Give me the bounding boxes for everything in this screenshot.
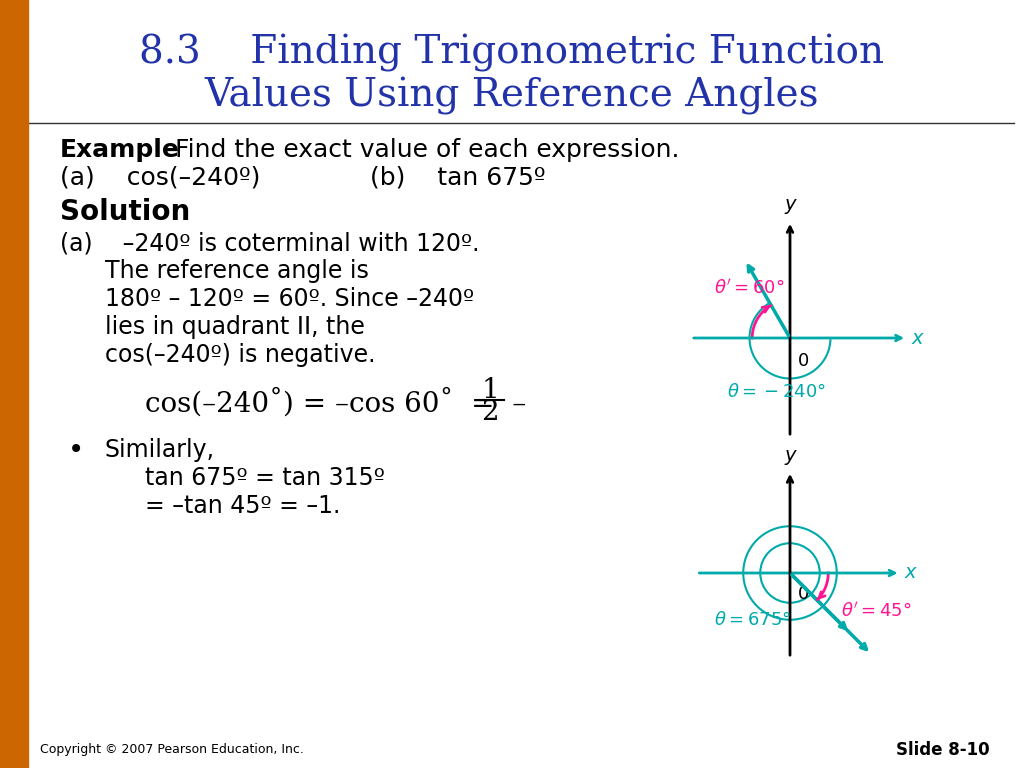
Text: x: x [911,329,923,347]
Text: cos(–240º) is negative.: cos(–240º) is negative. [105,343,376,367]
Bar [0,0,28,768]
Text: x: x [905,564,916,582]
Text: = –tan 45º = –1.: = –tan 45º = –1. [145,494,340,518]
Text: (b)    tan 675º: (b) tan 675º [370,166,546,190]
Text: 8.3    Finding Trigonometric Function: 8.3 Finding Trigonometric Function [139,34,885,72]
Text: 180º – 120º = 60º. Since –240º: 180º – 120º = 60º. Since –240º [105,287,474,311]
Text: Solution: Solution [60,198,190,226]
Text: cos(–240˚) = –cos 60˚  =  –: cos(–240˚) = –cos 60˚ = – [145,389,526,418]
Text: lies in quadrant II, the: lies in quadrant II, the [105,315,365,339]
Text: tan 675º = tan 315º: tan 675º = tan 315º [145,466,385,490]
Text: 0: 0 [798,585,809,603]
Text: (a)    –240º is coterminal with 120º.: (a) –240º is coterminal with 120º. [60,231,479,255]
Text: (a)    cos(–240º): (a) cos(–240º) [60,166,260,190]
Text: $\theta = -240°$: $\theta = -240°$ [727,383,826,401]
Text: •: • [68,436,84,464]
Text: $\theta = 675°$: $\theta = 675°$ [714,611,791,629]
Text: Values Using Reference Angles: Values Using Reference Angles [205,77,819,115]
Text: Slide 8-10: Slide 8-10 [896,741,990,759]
Text: 2: 2 [481,399,499,426]
Text: y: y [784,446,796,465]
Text: The reference angle is: The reference angle is [105,259,369,283]
Text: 1: 1 [481,376,499,403]
Text: Find the exact value of each expression.: Find the exact value of each expression. [175,138,680,162]
Text: y: y [784,195,796,214]
Text: $\theta' = 45°$: $\theta' = 45°$ [841,602,911,621]
Text: Example: Example [60,138,180,162]
Text: 0: 0 [798,352,809,370]
Text: $\theta' = 60°$: $\theta' = 60°$ [714,279,784,298]
Text: Similarly,: Similarly, [105,438,215,462]
Text: Copyright © 2007 Pearson Education, Inc.: Copyright © 2007 Pearson Education, Inc. [40,743,304,756]
